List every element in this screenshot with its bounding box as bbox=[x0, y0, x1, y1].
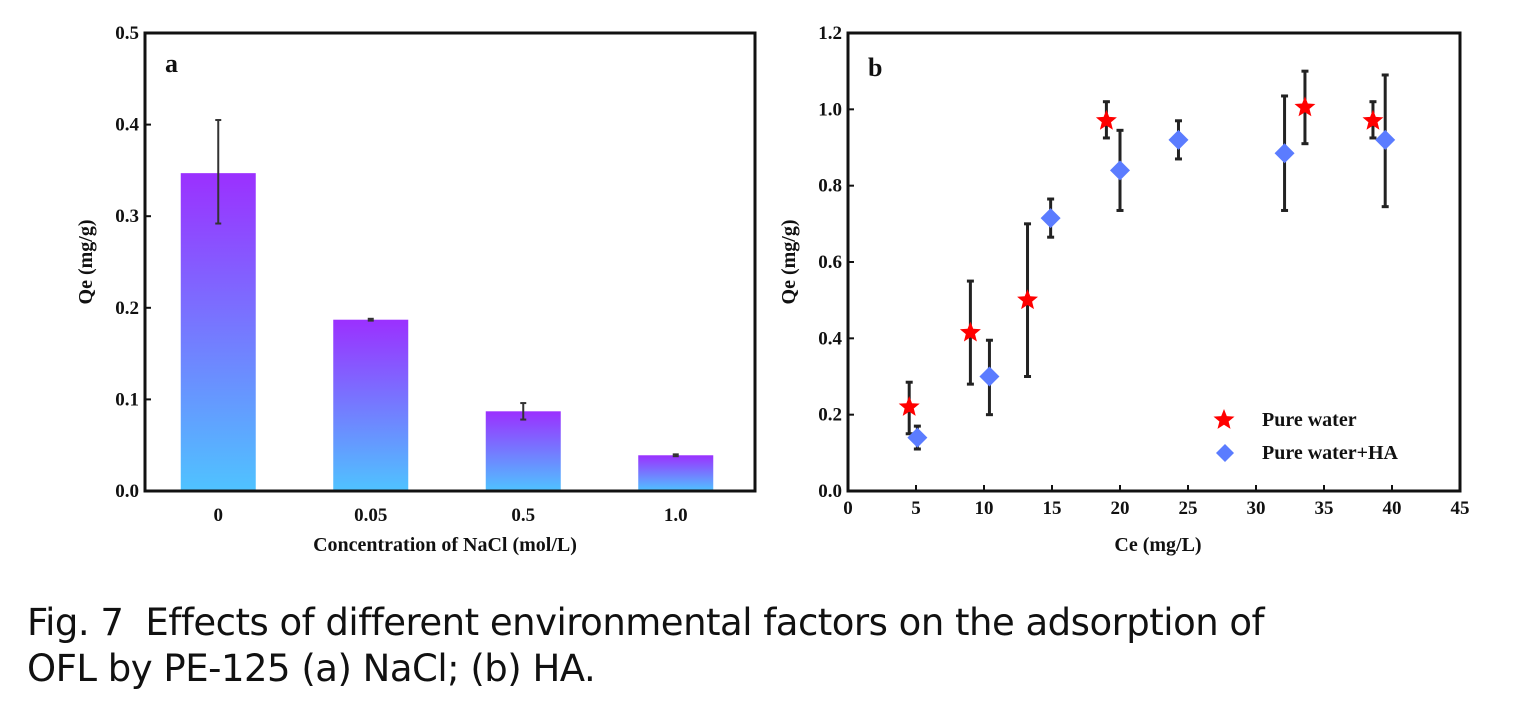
y-axis: 0.0 0.1 0.2 0.3 0.4 0.5 bbox=[115, 23, 151, 502]
x-axis: 0 0.05 0.5 1.0 bbox=[214, 505, 688, 526]
y-tick-label: 0.2 bbox=[115, 298, 139, 319]
y-tick-label: 0.4 bbox=[818, 328, 842, 349]
data-point-diamond bbox=[1168, 129, 1189, 150]
x-tick-label: 0.5 bbox=[511, 505, 535, 526]
diamond-icon bbox=[1216, 444, 1234, 462]
x-axis-title: Ce (mg/L) bbox=[1114, 534, 1201, 556]
x-tick-label: 1.0 bbox=[664, 505, 688, 526]
bar bbox=[333, 319, 409, 491]
y-tick-label: 0.0 bbox=[115, 481, 139, 502]
caption-line-1: Fig. 7 Effects of different environmental… bbox=[27, 600, 1527, 646]
x-tick-label: 25 bbox=[1179, 498, 1198, 519]
panel-label: b bbox=[868, 53, 882, 82]
bar bbox=[638, 455, 714, 491]
y-axis: 0.0 0.2 0.4 0.6 0.8 1.0 1.2 bbox=[818, 23, 854, 502]
data-point-diamond bbox=[1274, 143, 1295, 164]
data-point-star bbox=[959, 321, 981, 342]
x-tick-label: 0 bbox=[843, 498, 853, 519]
error-bars bbox=[215, 119, 679, 458]
caption-line-2: OFL by PE-125 (a) NaCl; (b) HA. bbox=[27, 647, 596, 690]
data-point-star bbox=[898, 396, 920, 416]
chart-b: 0.0 0.2 0.4 0.6 0.8 1.0 1.2 0 5 10 15 20 25 30 35 40 45… bbox=[778, 23, 1470, 556]
figure-caption: Fig. 7 Effects of different environmental… bbox=[27, 600, 1527, 692]
data-point-diamond bbox=[979, 366, 1000, 387]
y-tick-label: 1.2 bbox=[818, 23, 842, 44]
x-tick-label: 30 bbox=[1247, 498, 1266, 519]
y-tick-label: 1.0 bbox=[818, 99, 842, 120]
data-point-star bbox=[1294, 96, 1316, 117]
y-axis-title: Qe (mg/g) bbox=[75, 220, 97, 305]
data-point-star bbox=[1095, 109, 1117, 130]
panel-label: a bbox=[165, 49, 178, 78]
legend-label: Pure water bbox=[1262, 409, 1357, 431]
x-tick-label: 45 bbox=[1451, 498, 1470, 519]
y-axis-title: Qe (mg/g) bbox=[778, 220, 800, 305]
data-point-diamond bbox=[907, 427, 928, 448]
y-tick-label: 0.4 bbox=[115, 115, 139, 136]
y-tick-label: 0.3 bbox=[115, 206, 139, 227]
x-tick-label: 15 bbox=[1043, 498, 1062, 519]
figure-canvas: 0.00.10.20.30.40.5 0 0.05 0.5 1.0 a Qe (mg/… bbox=[75, 23, 1470, 556]
y-tick-label: 0.6 bbox=[818, 252, 842, 273]
data-point-diamond bbox=[1375, 129, 1396, 150]
x-tick-label: 0 bbox=[214, 505, 224, 526]
error-bars bbox=[905, 69, 1389, 451]
x-axis: 0 5 10 15 20 25 30 35 40 45 bbox=[843, 485, 1470, 519]
legend-label: Pure water+HA bbox=[1262, 442, 1399, 464]
bar-series bbox=[180, 173, 714, 491]
plot-frame bbox=[143, 31, 757, 493]
x-tick-label: 35 bbox=[1315, 498, 1334, 519]
data-point-star bbox=[1017, 289, 1038, 310]
data-point-star bbox=[1362, 109, 1384, 130]
x-tick-label: 40 bbox=[1383, 498, 1402, 519]
caption-text: Effects of different environmental facto… bbox=[145, 601, 1265, 644]
x-tick-label: 5 bbox=[911, 498, 921, 519]
bar bbox=[485, 411, 561, 491]
legend-item: Pure water bbox=[1213, 409, 1357, 431]
y-tick-label: 0.1 bbox=[115, 389, 139, 410]
legend: Pure water Pure water+HA bbox=[1213, 409, 1399, 464]
y-tick-label: 0.0 bbox=[818, 481, 842, 502]
legend-item: Pure water+HA bbox=[1216, 442, 1399, 464]
x-tick-label: 0.05 bbox=[354, 505, 387, 526]
plot-frame bbox=[846, 31, 1462, 493]
scatter-points bbox=[898, 96, 1396, 448]
x-tick-label: 10 bbox=[975, 498, 994, 519]
y-tick-label: 0.2 bbox=[818, 405, 842, 426]
x-axis-title: Concentration of NaCl (mol/L) bbox=[313, 534, 577, 556]
x-tick-label: 20 bbox=[1111, 498, 1130, 519]
chart-a: 0.0 0.1 0.2 0.3 0.4 0.5 0 0.05 0.5 1.0 a Qe (mg/… bbox=[75, 23, 757, 556]
star-icon bbox=[1213, 409, 1235, 429]
data-point-diamond bbox=[1040, 208, 1061, 229]
data-point-diamond bbox=[1110, 160, 1130, 181]
figure-number: Fig. 7 bbox=[27, 601, 124, 644]
y-tick-label: 0.8 bbox=[818, 176, 842, 197]
y-tick-label: 0.5 bbox=[115, 23, 139, 44]
bar bbox=[180, 173, 256, 491]
